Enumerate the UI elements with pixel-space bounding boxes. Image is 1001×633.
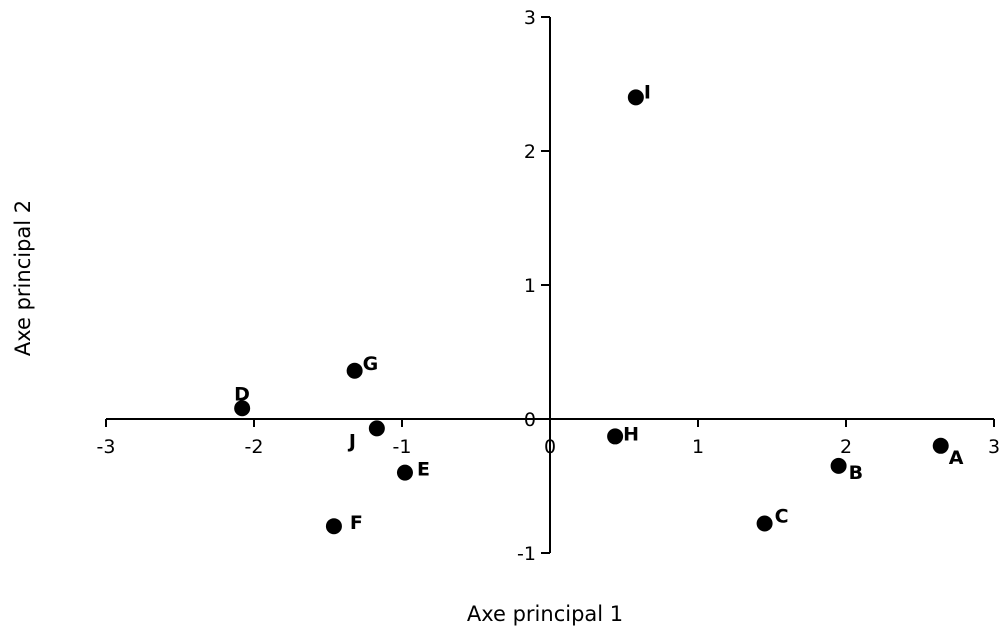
x-tick-label: -2 [245,436,264,458]
point-label-i: I [644,81,651,103]
point-label-a: A [949,447,964,469]
x-tick-label: -3 [97,436,116,458]
x-tick-label: -1 [393,436,412,458]
point-e [396,464,413,481]
point-label-h: H [623,423,639,445]
y-tick-label: 0 [524,409,536,431]
point-label-e: E [417,459,430,481]
tick-labels: -3 -2 -1 0 1 2 3 -1 0 1 2 3 [97,7,1001,565]
point-h [607,428,624,445]
x-tick-label: 2 [840,436,852,458]
point-c [756,515,773,532]
point-label-j: J [347,430,356,452]
point-label-b: B [849,462,863,484]
point-labels: A B C D E F G H I J [234,81,964,534]
x-axis-title: Axe principal 1 [467,602,623,626]
axes [105,16,995,554]
y-tick-label: -1 [517,543,536,565]
point-label-c: C [775,506,789,528]
y-tick-label: 2 [524,141,536,163]
x-tick-label: 0 [544,436,556,458]
y-tick-label: 1 [524,275,536,297]
point-g [346,362,363,379]
point-label-g: G [363,353,379,375]
point-label-d: D [234,383,250,405]
point-i [627,89,644,106]
point-j [368,420,385,437]
point-f [325,518,342,535]
x-tick-label: 3 [988,436,1000,458]
y-axis-title: Axe principal 2 [11,200,35,356]
point-b [830,457,847,474]
y-tick-label: 3 [524,7,536,29]
point-a [932,437,949,454]
data-points [234,89,949,535]
point-d [234,400,251,417]
x-tick-label: 1 [692,436,704,458]
point-label-f: F [350,512,363,534]
